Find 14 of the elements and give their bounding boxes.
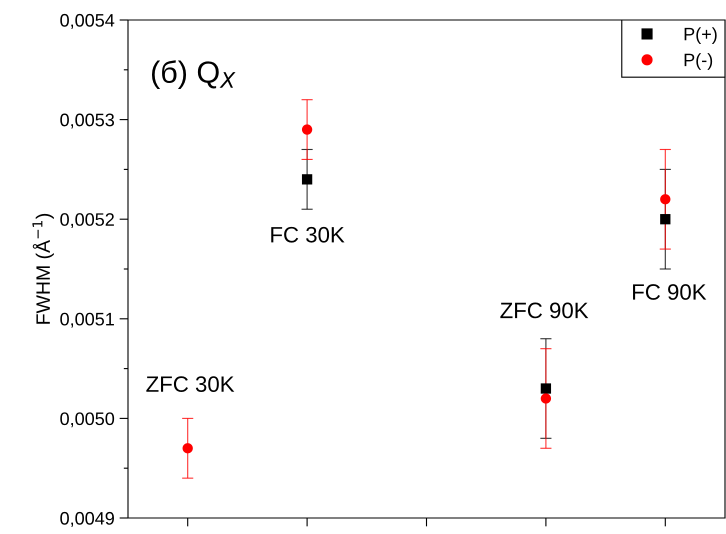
y-tick-label: 0,0053 (60, 114, 114, 128)
annotation: ZFC 30K (146, 376, 234, 392)
y-tick-label: 0,0049 (60, 512, 114, 527)
annotation: ZFC 90K (500, 302, 588, 318)
legend-label: P(+) (684, 27, 717, 44)
annotation: FC 90K (633, 284, 706, 300)
legend-label: P(-) (684, 53, 712, 70)
y-tick-label: 0,0051 (60, 312, 114, 328)
y-tick-label: 0,0050 (60, 412, 114, 428)
annotation: FC 30K (271, 226, 345, 243)
y-axis-title: FWHM (Å$^{−1}$) (32, 214, 54, 324)
annotation: (б) Q$_{X}$ (152, 60, 236, 90)
y-tick-label: 0,0052 (60, 213, 114, 228)
y-tick-label: 0,0054 (60, 14, 114, 29)
